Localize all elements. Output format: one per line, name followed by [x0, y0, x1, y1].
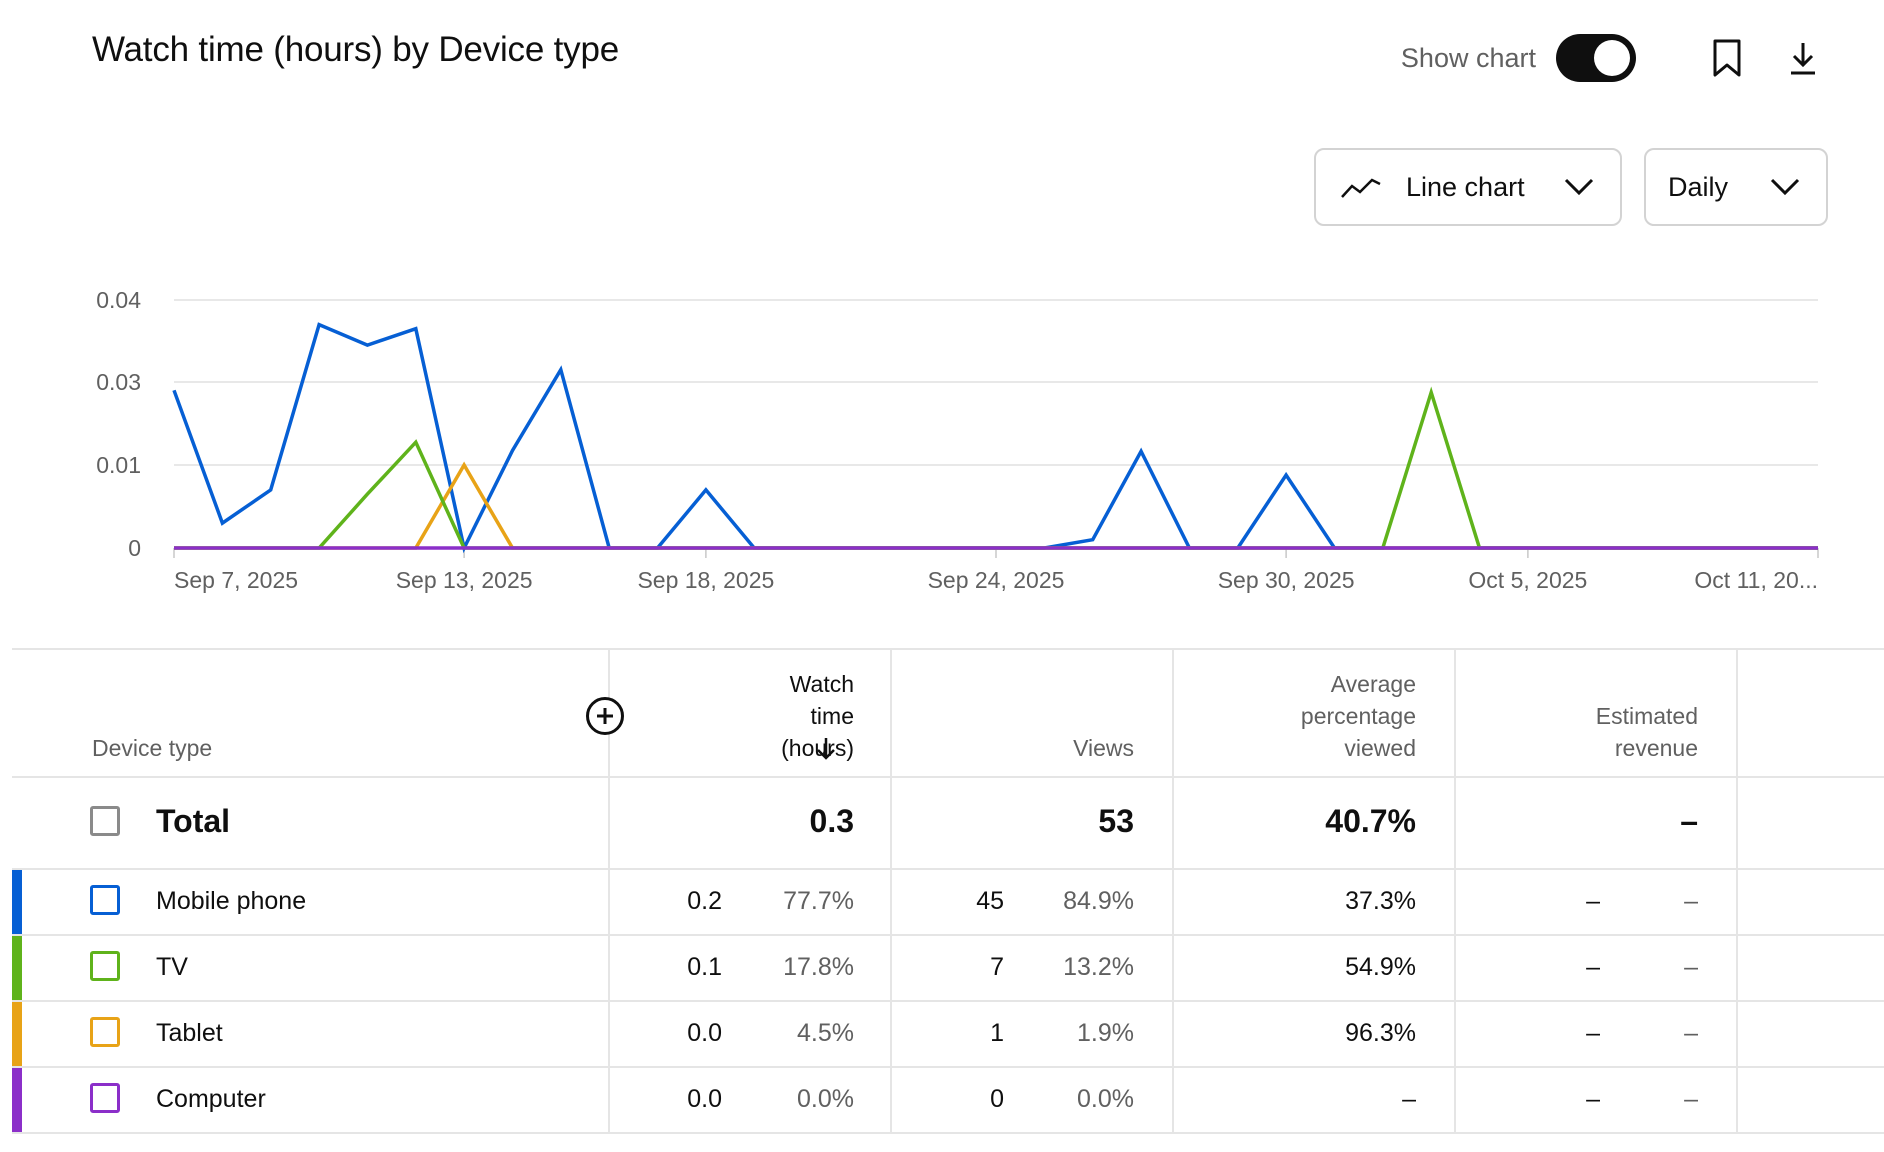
watch-time-pct: 0.0%: [797, 1085, 854, 1113]
revenue-pct: –: [1684, 887, 1698, 915]
total-checkbox[interactable]: [90, 806, 120, 836]
revenue-value: –: [1586, 1085, 1600, 1113]
views-pct: 13.2%: [1063, 953, 1134, 981]
total-views: 53: [1098, 803, 1134, 839]
chart-type-label: Line chart: [1406, 171, 1525, 202]
total-avg-pct: 40.7%: [1325, 803, 1416, 839]
y-tick-label: 0.04: [96, 287, 141, 313]
period-dropdown[interactable]: Daily: [1644, 148, 1828, 226]
x-tick-label: Sep 24, 2025: [928, 567, 1065, 593]
device-label: Mobile phone: [156, 887, 307, 915]
series-line-mobile-phone[interactable]: [172, 322, 1818, 554]
watch-time-header-line1: Watch: [789, 671, 854, 697]
line-chart-icon: [1341, 178, 1381, 198]
show-chart-label: Show chart: [1400, 42, 1536, 73]
total-watch-time: 0.3: [809, 803, 854, 839]
watch-time-header-line3: (hours): [781, 735, 854, 761]
views-value: 0: [990, 1085, 1004, 1113]
series-line-tablet[interactable]: [174, 461, 1818, 550]
table-row[interactable]: TV 0.1 17.8% 7 13.2% 54.9% – –: [12, 936, 1884, 1002]
views-pct: 0.0%: [1077, 1085, 1134, 1113]
y-tick-label: 0.03: [96, 369, 141, 395]
total-revenue: –: [1680, 803, 1698, 839]
table-row[interactable]: Mobile phone 0.2 77.7% 45 84.9% 37.3% – –: [12, 870, 1884, 936]
card-actions: Show chart: [1401, 34, 1824, 82]
views-pct: 1.9%: [1077, 1019, 1134, 1047]
avg-pct-value: 54.9%: [1345, 953, 1416, 981]
add-metric-button[interactable]: [586, 697, 624, 735]
table-row[interactable]: Computer 0.0 0.0% 0 0.0% – – –: [12, 1068, 1884, 1134]
revenue-value: –: [1586, 953, 1600, 981]
watch-time-pct: 17.8%: [783, 953, 854, 981]
watch-time-pct: 77.7%: [783, 887, 854, 915]
watch-time-value: 0.0: [687, 1019, 722, 1047]
series-checkbox[interactable]: [90, 951, 120, 981]
device-label: Tablet: [156, 1019, 223, 1047]
chevron-down-icon: [1564, 178, 1594, 196]
x-tick-label: Sep 7, 2025: [174, 567, 298, 593]
y-tick-label: 0.01: [96, 452, 141, 478]
col-header-device-type: Device type: [92, 735, 213, 761]
series-color-stripe: [12, 936, 22, 1000]
revenue-pct: –: [1684, 1085, 1698, 1113]
revenue-pct: –: [1684, 1019, 1698, 1047]
avg-pct-value: 96.3%: [1345, 1019, 1416, 1047]
x-tick-label: Sep 30, 2025: [1218, 567, 1355, 593]
col-header-avg-pct[interactable]: Average percentage viewed: [1256, 668, 1416, 764]
table-header-row: Device type Watch time (hours) Views Ave…: [12, 648, 1884, 778]
device-label: TV: [156, 953, 188, 981]
col-header-revenue[interactable]: Estimated revenue: [1538, 700, 1698, 764]
revenue-pct: –: [1684, 953, 1698, 981]
chevron-down-icon: [1770, 178, 1800, 196]
chart-type-dropdown[interactable]: Line chart: [1314, 148, 1622, 226]
series-line-tv[interactable]: [174, 386, 1818, 550]
views-value: 45: [976, 887, 1004, 915]
download-icon: [1791, 43, 1815, 75]
card-title: Watch time (hours) by Device type: [92, 30, 619, 69]
avg-pct-header-line2: percentage: [1300, 703, 1416, 729]
series-color-stripe: [12, 870, 22, 934]
views-value: 1: [990, 1019, 1004, 1047]
table-row[interactable]: Tablet 0.0 4.5% 1 1.9% 96.3% – –: [12, 1002, 1884, 1068]
series-checkbox[interactable]: [90, 885, 120, 915]
table-row-total: Total 0.3 53 40.7% –: [12, 776, 1884, 870]
col-header-watch-time[interactable]: Watch time (hours): [734, 668, 854, 764]
y-tick-label: 0: [128, 535, 141, 561]
period-label: Daily: [1668, 171, 1729, 202]
device-label: Computer: [156, 1085, 266, 1113]
avg-pct-header-line3: viewed: [1344, 735, 1416, 761]
x-tick-label: Sep 13, 2025: [396, 567, 533, 593]
revenue-value: –: [1586, 1019, 1600, 1047]
col-header-views[interactable]: Views: [1073, 735, 1134, 761]
bookmark-icon: [1713, 39, 1741, 77]
watch-time-line-chart: 0.04 0.03 0.01 0 Sep 7, 2025 Sep 13, 2025 Sep …: [96, 287, 1819, 593]
views-pct: 84.9%: [1063, 887, 1134, 915]
series-checkbox[interactable]: [90, 1017, 120, 1047]
series-color-stripe: [12, 1002, 22, 1066]
watch-time-value: 0.1: [687, 953, 722, 981]
total-label: Total: [156, 803, 231, 839]
watch-time-value: 0.0: [687, 1085, 722, 1113]
watch-time-pct: 4.5%: [797, 1019, 854, 1047]
series-color-stripe: [12, 1068, 22, 1132]
x-tick-label: Oct 11, 20...: [1694, 567, 1818, 593]
series-checkbox[interactable]: [90, 1083, 120, 1113]
download-button[interactable]: [1782, 34, 1824, 82]
avg-pct-value: –: [1402, 1085, 1416, 1113]
avg-pct-header-line1: Average: [1330, 671, 1416, 697]
revenue-header-line2: revenue: [1614, 735, 1698, 761]
x-tick-label: Sep 18, 2025: [637, 567, 774, 593]
plus-icon: [597, 708, 613, 724]
revenue-header-line1: Estimated: [1595, 703, 1698, 729]
sort-down-icon[interactable]: [814, 736, 838, 762]
views-value: 7: [990, 953, 1004, 981]
show-chart-toggle[interactable]: [1556, 34, 1636, 82]
watch-time-header-line2: time: [810, 703, 854, 729]
x-tick-label: Oct 5, 2025: [1468, 567, 1587, 593]
revenue-value: –: [1586, 887, 1600, 915]
bookmark-button[interactable]: [1706, 34, 1748, 82]
watch-time-value: 0.2: [687, 887, 722, 915]
toggle-knob: [1594, 40, 1630, 76]
avg-pct-value: 37.3%: [1345, 887, 1416, 915]
